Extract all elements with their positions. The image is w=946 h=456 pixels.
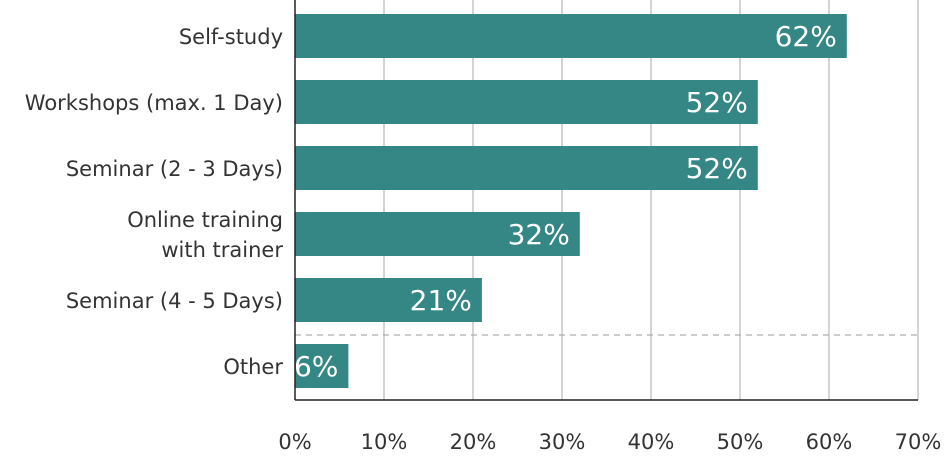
x-tick-label: 30% [539, 430, 586, 454]
x-tick-label: 20% [450, 430, 497, 454]
bar [295, 80, 758, 124]
bar [295, 14, 847, 58]
x-tick-label: 50% [717, 430, 764, 454]
bar [295, 146, 758, 190]
value-label: 32% [508, 218, 570, 251]
category-label: Other [223, 355, 283, 379]
x-tick-label: 70% [895, 430, 942, 454]
x-tick-label: 40% [628, 430, 675, 454]
category-label: Seminar (4 - 5 Days) [65, 289, 283, 313]
x-tick-label: 60% [806, 430, 853, 454]
category-label: Seminar (2 - 3 Days) [65, 157, 283, 181]
value-label: 6% [294, 350, 338, 383]
value-label: 62% [775, 20, 837, 53]
category-label: Online training with trainer [127, 208, 283, 262]
x-tick-label: 10% [361, 430, 408, 454]
value-label: 52% [686, 86, 748, 119]
category-label: Self-study [178, 25, 283, 49]
x-tick-label: 0% [278, 430, 311, 454]
value-label: 52% [686, 152, 748, 185]
bar [295, 278, 482, 322]
bar [295, 212, 580, 256]
category-label: Workshops (max. 1 Day) [24, 91, 283, 115]
bar [295, 344, 349, 388]
value-label: 21% [410, 284, 472, 317]
